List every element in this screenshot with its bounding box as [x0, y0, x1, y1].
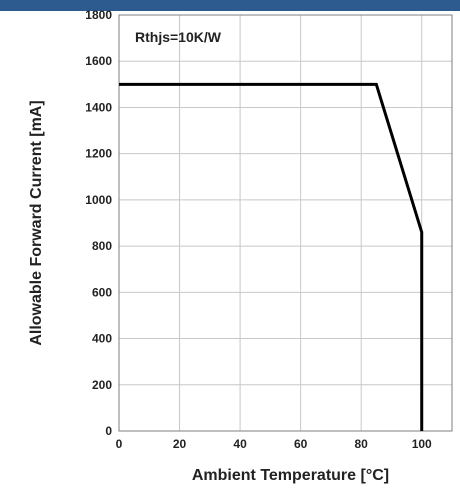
x-tick-labels: 0 20 40 60 80 100	[116, 437, 432, 451]
y-tick-label: 1800	[85, 8, 112, 22]
derating-curve	[119, 82, 424, 431]
rthjs-annotation: Rthjs=10K/W	[135, 29, 222, 45]
y-tick-label: 200	[92, 378, 112, 392]
y-tick-label: 1400	[85, 100, 112, 114]
x-tick-label: 60	[294, 437, 308, 451]
y-tick-label: 1600	[85, 54, 112, 68]
series-group	[119, 82, 424, 431]
x-tick-label: 80	[355, 437, 369, 451]
x-tick-label: 40	[233, 437, 247, 451]
y-tick-label: 400	[92, 332, 112, 346]
y-tick-label: 0	[105, 424, 112, 438]
y-tick-label: 600	[92, 285, 112, 299]
grid	[118, 14, 453, 432]
x-tick-label: 0	[116, 437, 123, 451]
x-axis-title: Ambient Temperature [°C]	[192, 467, 389, 484]
x-tick-label: 100	[412, 437, 432, 451]
y-axis-title: Allowable Forward Current [mA]	[28, 100, 45, 345]
y-tick-label: 1000	[85, 193, 112, 207]
x-tick-label: 20	[173, 437, 187, 451]
header-bar	[0, 0, 460, 11]
plot-frame	[118, 14, 453, 432]
y-tick-label: 800	[92, 239, 112, 253]
y-tick-label: 1200	[85, 147, 112, 161]
y-tick-labels: 0 200 400 600 800 1000 1200 1400 1600 1800	[85, 8, 112, 438]
